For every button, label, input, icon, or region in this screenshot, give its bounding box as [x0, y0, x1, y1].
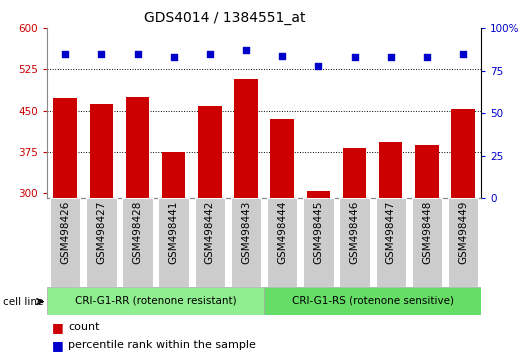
Point	[242, 47, 250, 53]
Bar	[89, 104, 113, 198]
Point	[61, 51, 70, 57]
Text: GSM498443: GSM498443	[241, 201, 251, 264]
Text: GSM498428: GSM498428	[132, 201, 142, 264]
Point	[350, 55, 359, 60]
Text: GSM498426: GSM498426	[60, 201, 70, 264]
Bar	[53, 98, 77, 198]
Text: GSM498427: GSM498427	[96, 201, 106, 264]
Bar	[343, 148, 366, 198]
Text: ■: ■	[52, 339, 64, 352]
FancyBboxPatch shape	[195, 198, 225, 287]
Point	[423, 55, 431, 60]
FancyBboxPatch shape	[122, 198, 153, 287]
Text: GSM498444: GSM498444	[277, 201, 287, 264]
Point	[278, 53, 287, 58]
Point	[133, 51, 142, 57]
Text: GSM498448: GSM498448	[422, 201, 432, 264]
FancyBboxPatch shape	[376, 198, 406, 287]
Text: CRI-G1-RS (rotenone sensitive): CRI-G1-RS (rotenone sensitive)	[292, 296, 453, 306]
FancyBboxPatch shape	[264, 287, 481, 315]
Bar	[306, 190, 330, 198]
Point	[206, 51, 214, 57]
Text: GSM498449: GSM498449	[458, 201, 468, 264]
FancyBboxPatch shape	[303, 198, 334, 287]
FancyBboxPatch shape	[158, 198, 189, 287]
Text: GDS4014 / 1384551_at: GDS4014 / 1384551_at	[144, 11, 305, 25]
Bar	[198, 106, 222, 198]
Text: count: count	[68, 322, 99, 332]
Text: percentile rank within the sample: percentile rank within the sample	[68, 340, 256, 350]
FancyBboxPatch shape	[448, 198, 478, 287]
Bar	[451, 109, 475, 198]
FancyBboxPatch shape	[339, 198, 370, 287]
Bar	[162, 152, 186, 198]
Text: GSM498447: GSM498447	[386, 201, 396, 264]
Point	[459, 51, 467, 57]
Point	[314, 63, 323, 69]
Point	[97, 51, 106, 57]
Text: CRI-G1-RR (rotenone resistant): CRI-G1-RR (rotenone resistant)	[75, 296, 236, 306]
Point	[169, 55, 178, 60]
FancyBboxPatch shape	[47, 287, 264, 315]
Bar	[415, 144, 439, 198]
Point	[386, 55, 395, 60]
Bar	[234, 79, 258, 198]
Text: GSM498445: GSM498445	[313, 201, 323, 264]
Text: GSM498446: GSM498446	[349, 201, 359, 264]
Text: GSM498441: GSM498441	[169, 201, 179, 264]
Bar	[379, 142, 403, 198]
FancyBboxPatch shape	[231, 198, 261, 287]
FancyBboxPatch shape	[50, 198, 81, 287]
FancyBboxPatch shape	[267, 198, 298, 287]
Bar	[126, 97, 149, 198]
Text: ■: ■	[52, 321, 64, 334]
Bar	[270, 119, 294, 198]
FancyBboxPatch shape	[412, 198, 442, 287]
Text: cell line: cell line	[3, 297, 43, 307]
FancyBboxPatch shape	[86, 198, 117, 287]
Text: GSM498442: GSM498442	[205, 201, 215, 264]
